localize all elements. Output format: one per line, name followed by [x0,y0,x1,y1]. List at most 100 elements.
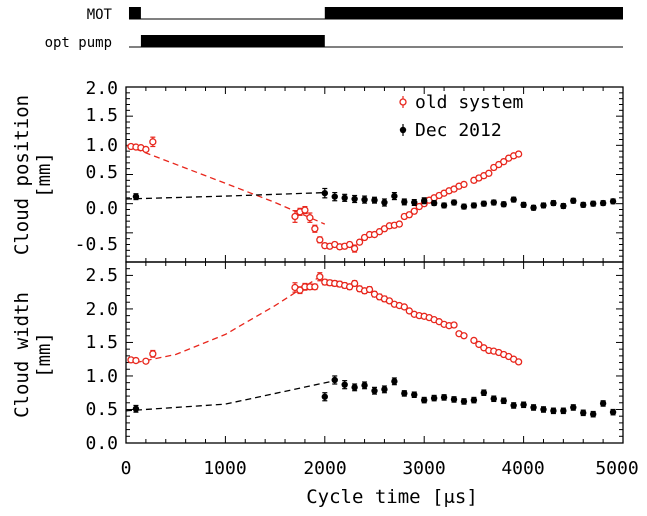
data-point [470,202,478,209]
fit-curve [125,144,326,225]
data-point [570,404,577,411]
data-point [371,387,378,394]
data-point [391,192,398,200]
width-frame [125,261,624,444]
data-point [460,203,468,210]
data-point [142,357,150,365]
timing-pulse [324,7,623,19]
data-point [411,391,418,398]
x-tick-label: 5000 [595,458,638,479]
data-point [470,396,478,404]
width-y-tick-label: 2.0 [85,299,118,320]
width-plot-area [125,262,624,444]
width-y-tick-labels: 0.0 0.5 1.0 1.5 2.0 2.5 [85,265,118,454]
data-point [510,402,517,409]
data-point [341,194,348,202]
position-y-tick-label: 0.5 [85,162,118,183]
data-point [480,200,488,207]
width-y-axis-title: Cloud width [mm] [11,292,55,418]
data-point [401,198,408,206]
data-point [381,199,388,206]
data-point [132,405,140,413]
position-y-tick-labels: -0.5 0.0 0.5 1.0 1.5 2.0 [75,78,118,255]
data-point [142,145,150,154]
data-point [405,211,413,219]
data-point [500,397,507,404]
data-point [331,193,338,200]
position-y-tick-label: 0.0 [85,198,118,219]
data-point [550,407,557,415]
data-point [301,206,309,214]
data-point [361,196,368,203]
data-point [405,307,413,315]
data-point [365,285,374,294]
data-point [514,150,523,158]
width-y-tick-label: 1.0 [85,366,118,387]
x-tick-label: 3000 [402,458,445,479]
width-y-tick-label: 2.5 [85,265,118,286]
data-point [520,201,527,209]
data-point [460,332,468,340]
data-point [355,238,364,246]
data-point [400,303,408,311]
data-point [381,386,388,393]
width-y-tick-label: 0.5 [85,399,118,420]
data-point [570,197,577,204]
timing-label-opt-pump: opt pump [45,35,112,51]
width-y-tick-label: 0.0 [85,433,118,454]
fit-curve [135,276,321,364]
timing-diagram: MOT opt pump [45,7,623,51]
data-point [450,321,458,329]
data-point [440,394,448,401]
data-point [341,381,348,388]
legend-label-dec-2012: Dec 2012 [415,120,502,141]
data-point [361,382,368,389]
data-point [440,202,448,209]
data-point [460,398,468,405]
timing-label-mot: MOT [87,7,113,23]
position-y-axis-title-line2: [mm] [33,152,55,198]
data-point [149,350,157,358]
x-tick-label: 4000 [501,458,544,479]
data-point [430,394,438,402]
data-point [311,283,319,291]
position-y-tick-label: 1.5 [85,105,118,126]
data-point [351,195,358,203]
data-point [385,297,394,305]
data-point [589,410,597,418]
data-point [410,207,418,215]
data-point [510,196,517,203]
data-point [540,406,547,413]
data-point [589,200,597,207]
data-point [560,202,567,210]
data-point [599,199,607,207]
data-point [540,202,547,209]
data-point [321,393,328,400]
data-point [401,390,408,397]
data-point [350,244,359,253]
data-point [316,273,324,281]
data-point [520,401,527,408]
legend: old system Dec 2012 [399,92,523,141]
data-point [450,396,458,403]
timing-pulse [128,7,141,19]
x-tick-label: 2000 [303,458,346,479]
position-y-axis-title: Cloud position [mm] [11,95,55,255]
width-panel: 0.0 0.5 1.0 1.5 2.0 2.5 Cloud width [mm]… [11,261,639,508]
data-point [550,199,557,207]
data-point [316,236,324,244]
timing-pulse [140,35,325,47]
data-point [490,199,497,206]
data-point [345,283,354,291]
data-point [580,409,587,417]
data-point [421,396,428,404]
data-point [609,198,617,205]
data-point [609,408,617,416]
position-y-tick-label: 1.0 [85,135,118,156]
data-point [514,358,523,366]
data-point [132,193,140,200]
legend-marker-dec-2012 [399,126,407,134]
data-point [311,225,319,233]
data-point [500,201,507,208]
data-point [331,376,338,384]
